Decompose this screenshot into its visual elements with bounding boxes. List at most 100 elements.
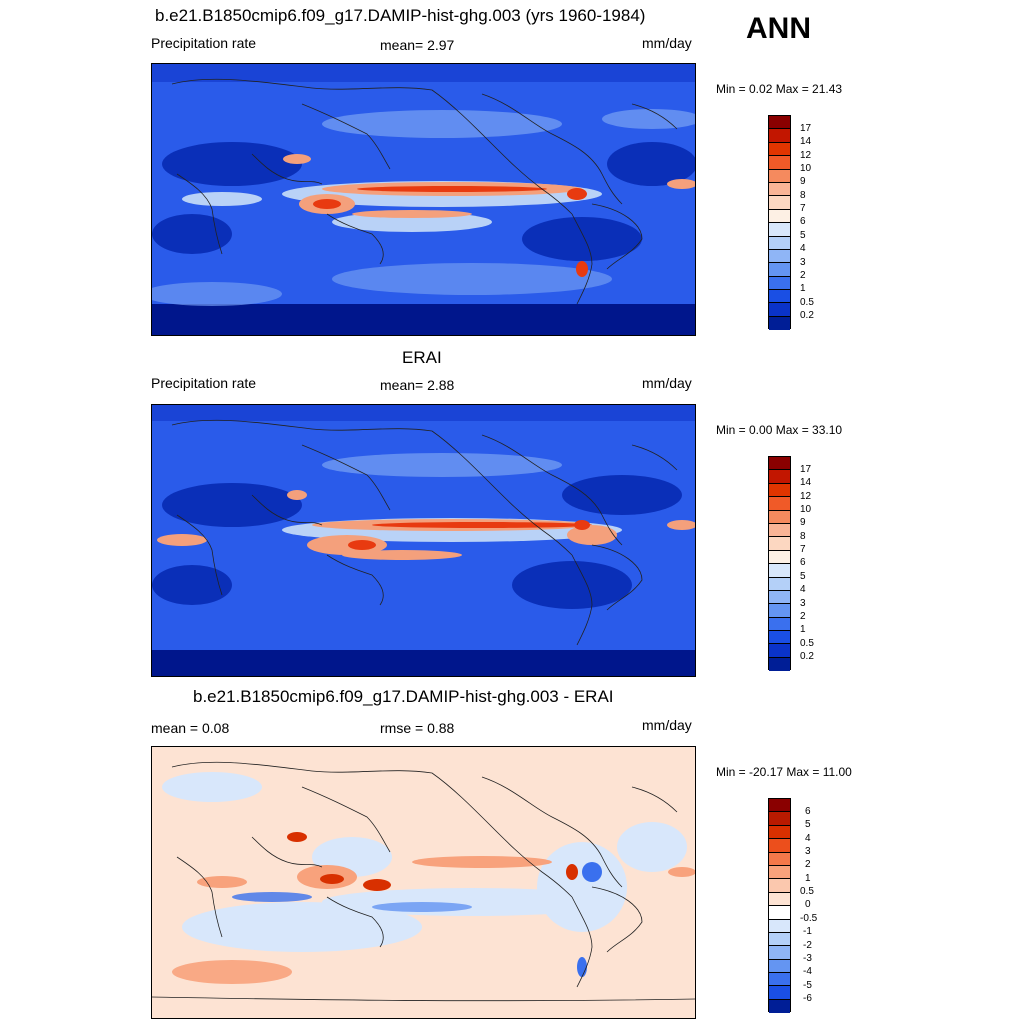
panel-3-rmse-label: rmse = 0.88: [380, 720, 455, 736]
panel-3-title: b.e21.B1850cmip6.f09_g17.DAMIP-hist-ghg.…: [193, 687, 614, 706]
colorbar-tick-label: 10: [800, 504, 812, 515]
colorbar-tick-label: 0.5: [800, 886, 814, 897]
colorbar-swatch: [769, 799, 790, 813]
panel-1-colorbar: [768, 115, 791, 331]
colorbar-tick-label: 9: [800, 517, 806, 528]
colorbar-tick-label: 3: [800, 598, 806, 609]
panel-1-title: b.e21.B1850cmip6.f09_g17.DAMIP-hist-ghg.…: [155, 6, 646, 25]
panel-2-mean-label: mean= 2.88: [380, 377, 455, 393]
colorbar-tick-label: -2: [803, 940, 812, 951]
season-label: ANN: [746, 12, 811, 45]
colorbar-swatch: [769, 839, 790, 853]
colorbar-tick-label: -5: [803, 980, 812, 991]
colorbar-tick-label: 9: [800, 176, 806, 187]
colorbar-tick-label: 8: [800, 190, 806, 201]
colorbar-swatch: [769, 116, 790, 130]
colorbar-swatch: [769, 182, 790, 197]
colorbar-tick-label: 8: [800, 531, 806, 542]
panel-1-minmax: Min = 0.02 Max = 21.43: [716, 82, 843, 96]
colorbar-swatch: [769, 892, 790, 907]
panel-3-units: mm/day: [642, 717, 692, 733]
colorbar-swatch: [769, 604, 790, 618]
panel-1-mean-label: mean= 2.97: [380, 37, 455, 53]
colorbar-swatch: [769, 236, 790, 250]
colorbar-swatch: [769, 303, 790, 317]
colorbar-tick-label: 0: [805, 899, 811, 910]
colorbar-tick-label: 1: [805, 873, 811, 884]
colorbar-tick-label: 3: [805, 846, 811, 857]
colorbar-tick-label: 0.2: [800, 310, 814, 321]
colorbar-swatch: [769, 156, 790, 170]
colorbar-tick-label: 0.2: [800, 651, 814, 662]
colorbar-swatch: [769, 657, 790, 672]
colorbar-swatch: [769, 865, 790, 880]
colorbar-tick-label: -0.5: [800, 913, 818, 924]
colorbar-swatch: [769, 959, 790, 974]
colorbar-swatch: [769, 644, 790, 658]
panel-2-colorbar: [768, 456, 791, 672]
colorbar-tick-label: 2: [800, 611, 806, 622]
colorbar-tick-label: 5: [800, 571, 806, 582]
colorbar-swatch: [769, 142, 790, 157]
colorbar-tick-label: 12: [800, 150, 812, 161]
colorbar-swatch: [769, 129, 790, 143]
panel-2-map: [151, 404, 696, 677]
colorbar-tick-label: 0.5: [800, 638, 814, 649]
colorbar-tick-label: 0.5: [800, 297, 814, 308]
colorbar-tick-label: 2: [800, 270, 806, 281]
colorbar-tick-label: 17: [800, 464, 812, 475]
colorbar-swatch: [769, 223, 790, 237]
colorbar-swatch: [769, 537, 790, 551]
panel-2-variable-label: Precipitation rate: [151, 375, 257, 391]
panel-2-units: mm/day: [642, 375, 692, 391]
colorbar-tick-label: 4: [805, 833, 811, 844]
colorbar-swatch: [769, 550, 790, 565]
panel-2-precip-field: [152, 405, 695, 676]
colorbar-swatch: [769, 617, 790, 632]
colorbar-tick-label: 3: [800, 257, 806, 268]
colorbar-tick-label: 5: [800, 230, 806, 241]
colorbar-swatch: [769, 483, 790, 498]
colorbar-tick-label: 5: [805, 819, 811, 830]
colorbar-swatch: [769, 919, 790, 933]
colorbar-swatch: [769, 879, 790, 893]
colorbar-swatch: [769, 510, 790, 524]
colorbar-swatch: [769, 999, 790, 1014]
colorbar-tick-label: 17: [800, 123, 812, 134]
colorbar-swatch: [769, 986, 790, 1000]
colorbar-tick-label: -3: [803, 953, 812, 964]
colorbar-tick-label: 2: [805, 859, 811, 870]
colorbar-swatch: [769, 276, 790, 291]
panel-3-minmax: Min = -20.17 Max = 11.00: [716, 765, 852, 779]
colorbar-swatch: [769, 946, 790, 960]
colorbar-tick-label: 1: [800, 624, 806, 635]
colorbar-tick-label: 14: [800, 136, 812, 147]
panel-2-title: ERAI: [402, 348, 442, 367]
panel-3-map: [151, 746, 696, 1019]
colorbar-swatch: [769, 470, 790, 484]
panel-3-difference-field: [152, 747, 695, 1018]
colorbar-swatch: [769, 590, 790, 605]
panel-3-colorbar: [768, 798, 791, 1014]
colorbar-tick-label: 7: [800, 203, 806, 214]
colorbar-swatch: [769, 497, 790, 511]
colorbar-tick-label: 6: [800, 216, 806, 227]
colorbar-tick-label: 14: [800, 477, 812, 488]
panel-2-minmax: Min = 0.00 Max = 33.10: [716, 423, 843, 437]
panel-1-units: mm/day: [642, 35, 692, 51]
colorbar-swatch: [769, 812, 790, 826]
colorbar-tick-label: 6: [805, 806, 811, 817]
panel-1-precip-field: [152, 64, 695, 335]
colorbar-swatch: [769, 169, 790, 183]
colorbar-swatch: [769, 577, 790, 591]
colorbar-swatch: [769, 209, 790, 224]
colorbar-swatch: [769, 852, 790, 866]
colorbar-tick-label: -4: [803, 966, 812, 977]
colorbar-swatch: [769, 973, 790, 987]
colorbar-tick-label: 6: [800, 557, 806, 568]
colorbar-tick-label: -6: [803, 993, 812, 1004]
colorbar-swatch: [769, 196, 790, 210]
colorbar-swatch: [769, 564, 790, 578]
colorbar-swatch: [769, 825, 790, 840]
panel-3-mean-label: mean = 0.08: [151, 720, 230, 736]
